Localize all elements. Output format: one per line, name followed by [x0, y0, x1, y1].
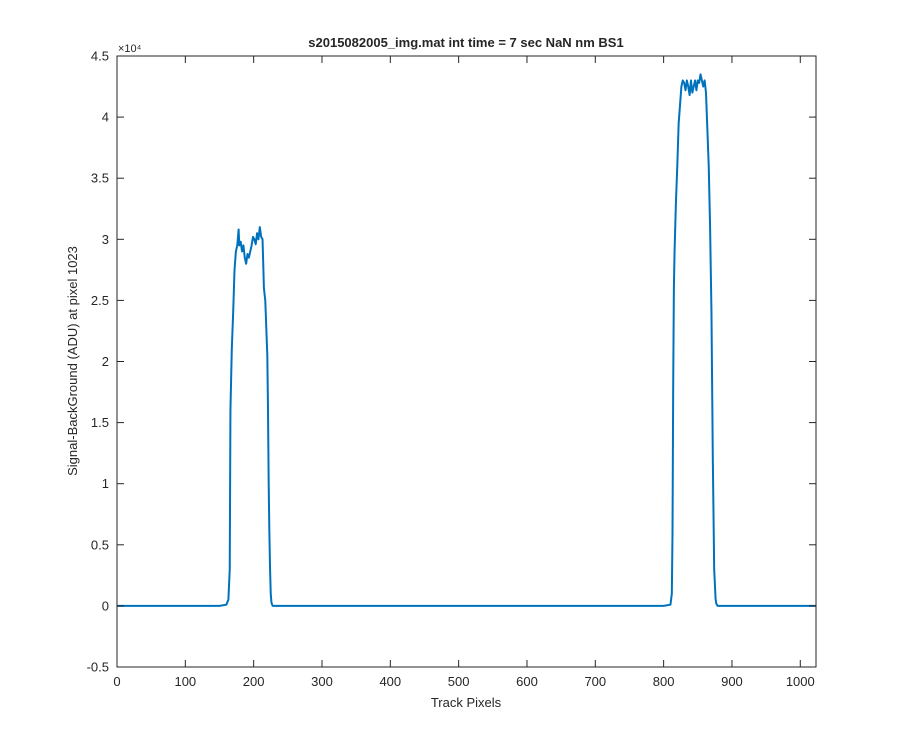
x-tick-label: 100 [174, 674, 196, 689]
y-tick-label: 3.5 [91, 171, 109, 186]
axes-box [116, 55, 817, 668]
x-tick-label: 900 [721, 674, 743, 689]
y-tick-label: 1 [102, 476, 109, 491]
y-tick-label: 4.5 [91, 49, 109, 64]
x-tick-label: 800 [653, 674, 675, 689]
y-tick-label: 1.5 [91, 415, 109, 430]
x-axis-label: Track Pixels [431, 695, 502, 710]
y-tick-label: -0.5 [87, 660, 109, 675]
y-axis-label: Signal-BackGround (ADU) at pixel 1023 [65, 246, 80, 476]
y-tick-label: 2 [102, 354, 109, 369]
y-axis-multiplier: ×10⁴ [118, 43, 142, 55]
axis-ticks: 0 100 200 300 400 500 600 700 800 900 1000 -0.5 0 0.5… [87, 49, 816, 689]
y-tick-label: 4 [102, 110, 109, 125]
x-tick-label: 300 [311, 674, 333, 689]
x-tick-label: 700 [584, 674, 606, 689]
axes-background [117, 56, 816, 667]
x-tick-label: 1000 [786, 674, 815, 689]
plot-area [117, 73, 816, 607]
series-line [117, 73, 816, 607]
x-tick-label: 0 [113, 674, 120, 689]
x-tick-label: 200 [243, 674, 265, 689]
y-tick-label: 0.5 [91, 537, 109, 552]
x-tick-label: 600 [516, 674, 538, 689]
y-tick-label: 3 [102, 232, 109, 247]
y-tick-label: 0 [102, 598, 109, 613]
x-tick-label: 500 [448, 674, 470, 689]
y-tick-label: 2.5 [91, 293, 109, 308]
x-tick-label: 400 [379, 674, 401, 689]
chart-title: s2015082005_img.mat int time = 7 sec NaN… [308, 35, 623, 50]
